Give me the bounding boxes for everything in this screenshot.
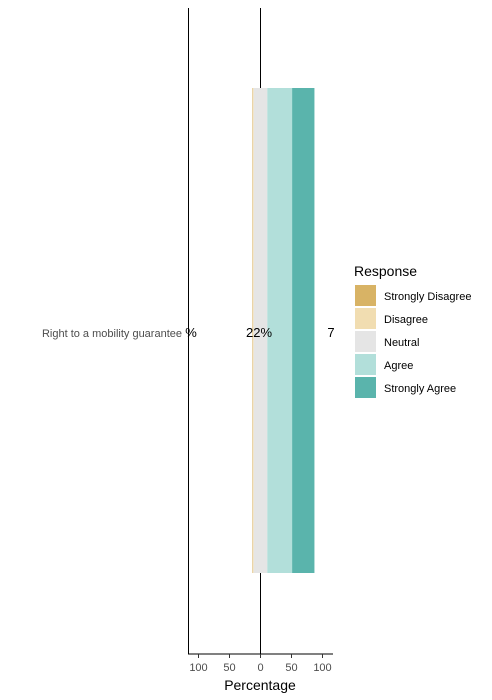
x-tick-label: 0 (257, 662, 263, 674)
bar-strongly-disagree (252, 88, 254, 573)
legend-swatch (355, 285, 376, 306)
legend-swatch (355, 377, 376, 398)
bar-segments (252, 88, 315, 573)
bar-neutral (253, 88, 268, 573)
legend-label: Neutral (384, 337, 419, 349)
category-label: Right to a mobility guarantee (42, 328, 182, 340)
legend-swatch (355, 308, 376, 329)
legend-swatch (355, 354, 376, 375)
percent-label-right: 7 (327, 325, 334, 340)
x-axis-ticks: 100 50 0 50 100 (189, 654, 332, 674)
percent-label-left: % (185, 325, 197, 340)
legend-label: Strongly Agree (384, 383, 456, 395)
percent-label-center: 22% (246, 325, 272, 340)
x-tick-label: 50 (223, 662, 235, 674)
x-tick-label: 50 (285, 662, 297, 674)
legend: Response Strongly Disagree Disagree Neutra… (354, 263, 471, 398)
bar-strongly-agree (292, 88, 315, 573)
legend-label: Agree (384, 360, 413, 372)
legend-title: Response (354, 263, 417, 279)
bar-agree (267, 88, 293, 573)
x-tick-label: 100 (313, 662, 331, 674)
legend-swatch (355, 331, 376, 352)
x-tick-label: 100 (189, 662, 207, 674)
x-axis-title: Percentage (224, 677, 296, 693)
legend-label: Disagree (384, 314, 428, 326)
legend-label: Strongly Disagree (384, 291, 471, 303)
bar-disagree (253, 88, 254, 573)
